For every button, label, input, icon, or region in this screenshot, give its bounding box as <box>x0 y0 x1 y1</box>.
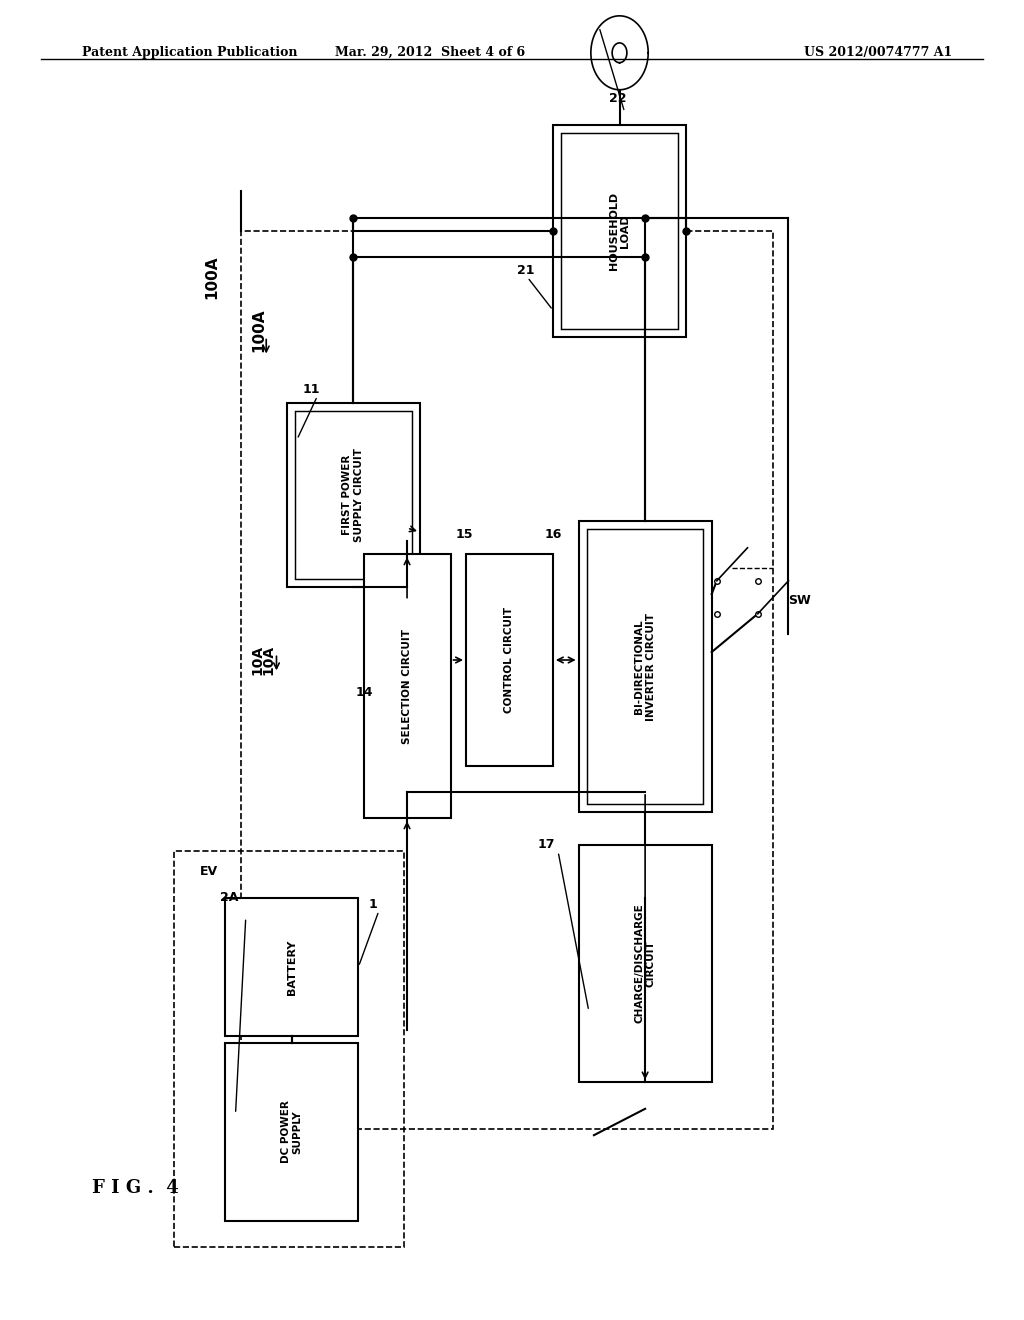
Text: 10A: 10A <box>261 645 275 675</box>
FancyBboxPatch shape <box>587 529 703 804</box>
Text: 21: 21 <box>517 264 535 277</box>
FancyBboxPatch shape <box>364 554 451 818</box>
Text: FIRST POWER
SUPPLY CIRCUIT: FIRST POWER SUPPLY CIRCUIT <box>342 447 365 543</box>
Text: CHARGE/DISCHARGE
CIRCUIT: CHARGE/DISCHARGE CIRCUIT <box>634 904 656 1023</box>
FancyBboxPatch shape <box>561 133 678 329</box>
Text: 14: 14 <box>355 686 373 700</box>
Text: SELECTION CIRCUIT: SELECTION CIRCUIT <box>402 628 412 744</box>
Text: 10A: 10A <box>251 645 265 675</box>
Text: EV: EV <box>200 865 218 878</box>
FancyBboxPatch shape <box>466 554 553 766</box>
Text: CONTROL CIRCUIT: CONTROL CIRCUIT <box>505 607 514 713</box>
Text: BATTERY: BATTERY <box>287 940 297 994</box>
FancyBboxPatch shape <box>579 845 712 1082</box>
Text: US 2012/0074777 A1: US 2012/0074777 A1 <box>804 46 952 59</box>
FancyBboxPatch shape <box>553 125 686 337</box>
FancyBboxPatch shape <box>287 403 420 587</box>
Text: Patent Application Publication: Patent Application Publication <box>82 46 297 59</box>
Text: 15: 15 <box>456 528 473 541</box>
FancyBboxPatch shape <box>225 898 358 1036</box>
Text: 2A: 2A <box>220 891 239 904</box>
Text: 100A: 100A <box>251 309 266 351</box>
Text: HOUSEHOLD
LOAD: HOUSEHOLD LOAD <box>608 191 631 271</box>
Text: 16: 16 <box>545 528 562 541</box>
Text: 11: 11 <box>302 383 319 396</box>
Text: DC POWER
SUPPLY: DC POWER SUPPLY <box>281 1101 303 1163</box>
Text: F I G .  4: F I G . 4 <box>92 1179 179 1197</box>
Text: BI-DIRECTIONAL
INVERTER CIRCUIT: BI-DIRECTIONAL INVERTER CIRCUIT <box>634 612 656 721</box>
FancyBboxPatch shape <box>295 411 412 579</box>
Text: 1: 1 <box>369 898 378 911</box>
FancyBboxPatch shape <box>225 1043 358 1221</box>
FancyBboxPatch shape <box>579 521 712 812</box>
Text: SW: SW <box>788 594 811 607</box>
Text: 22: 22 <box>609 92 627 106</box>
Text: 17: 17 <box>538 838 555 851</box>
Text: 100A: 100A <box>205 256 220 298</box>
Text: Mar. 29, 2012  Sheet 4 of 6: Mar. 29, 2012 Sheet 4 of 6 <box>335 46 525 59</box>
